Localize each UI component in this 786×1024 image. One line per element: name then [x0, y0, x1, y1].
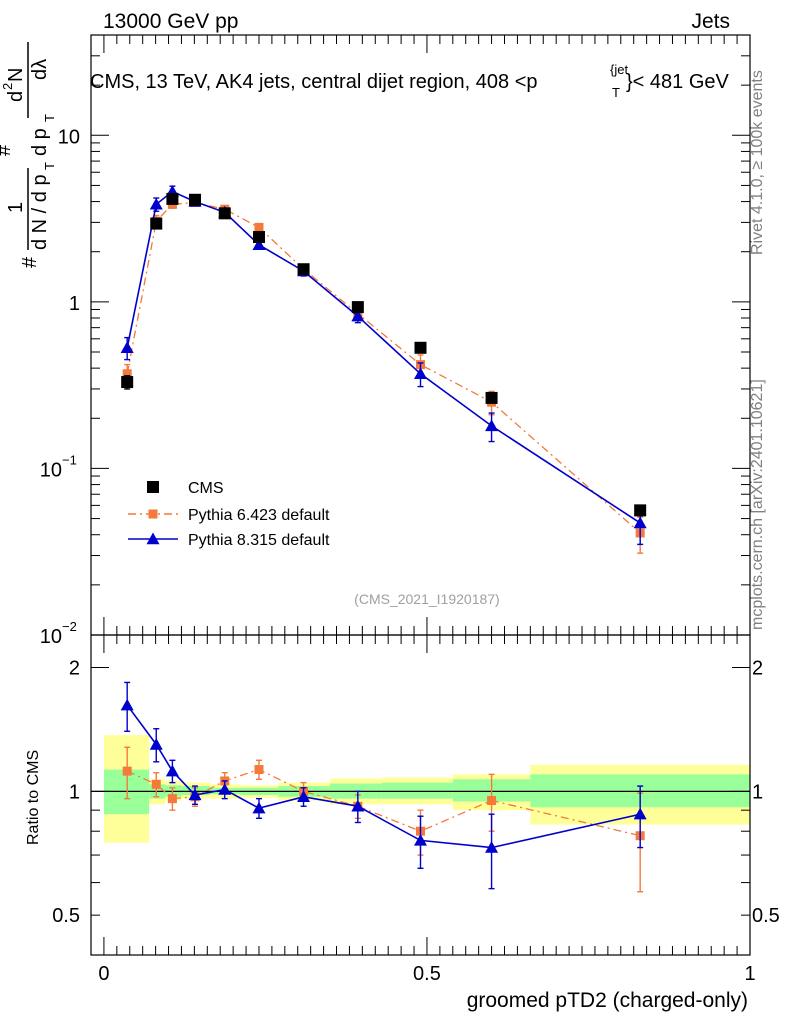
xlabel: groomed pTD2 (charged-only): [467, 989, 748, 1012]
main-ylabel: # 1 d N / d p T # d p T d 2 N dλ: [0, 42, 57, 268]
header-left: 13000 GeV pp: [103, 10, 238, 33]
ratio-point-py8: [149, 737, 163, 750]
ratio-ylabel: Ratio to CMS: [25, 750, 42, 845]
ylabel-dp: d p: [29, 128, 51, 156]
main-point-py8: [149, 197, 163, 210]
legend: CMS Pythia 6.423 default Pythia 8.315 defa…: [128, 480, 330, 549]
ratio-ytick-label-right: 1: [752, 781, 763, 803]
ratio-point-py8: [188, 788, 202, 801]
main-point-cms: [189, 193, 202, 206]
analysis-watermark: (CMS_2021_I1920187): [354, 591, 500, 607]
main-line-py8: [126, 190, 641, 524]
ratio-point-py6: [167, 794, 177, 804]
ytick-base: 10: [58, 126, 80, 148]
ylabel-t1: T: [42, 162, 57, 170]
xtick-label: 0: [98, 963, 109, 985]
main-point-cms: [121, 376, 134, 389]
ylabel-hash1: #: [19, 256, 41, 268]
main-point-py8: [120, 341, 134, 353]
ylabel-one: 1: [5, 202, 27, 213]
main-point-py6: [122, 369, 132, 379]
ratio-frame: [90, 634, 751, 956]
ratio-point-py6: [254, 765, 264, 775]
ratio-ytick-label: 0.5: [52, 905, 80, 927]
main-point-cms: [297, 263, 310, 276]
ytick-exp: −2: [62, 619, 77, 634]
rivet-label: Rivet 4.1.0, ≥ 100k events: [749, 70, 766, 255]
title-main: CMS, 13 TeV, AK4 jets, central dijet reg…: [90, 71, 538, 93]
ratio-point-py6: [487, 796, 497, 806]
legend-label-py8: Pythia 8.315 default: [188, 532, 330, 549]
ratio-band-green: [381, 782, 453, 799]
ylabel-two: 2: [0, 83, 15, 90]
xtick-label: 0.5: [413, 963, 441, 985]
main-ytick-label: 10: [58, 126, 80, 148]
chart-title: CMS, 13 TeV, AK4 jets, central dijet reg…: [90, 62, 730, 100]
ratio-ytick-label: 1: [69, 781, 80, 803]
ratio-point-py8: [218, 783, 232, 795]
main-ytick-label: 1: [69, 293, 80, 315]
xtick-label: 1: [744, 963, 755, 985]
ratio-series-py8: [120, 681, 647, 890]
ytick-base: 1: [69, 293, 80, 315]
ratio-point-py6: [151, 779, 161, 789]
legend-label-py6: Pythia 6.423 default: [188, 507, 330, 524]
main-point-py8: [633, 516, 647, 529]
ylabel-t2: T: [42, 114, 57, 122]
ytick-exp: −1: [62, 452, 77, 467]
main-point-cms: [351, 301, 364, 314]
main-point-cms: [166, 192, 179, 205]
main-ytick-label: 10 −1: [40, 452, 77, 481]
main-point-py6: [254, 222, 264, 232]
ylabel-dn: d N / d p: [29, 174, 51, 250]
main-point-py8: [485, 419, 499, 432]
main-point-cms: [414, 341, 427, 354]
ratio-point-py8: [633, 807, 647, 820]
title-tail: }< 481 GeV: [626, 71, 730, 93]
main-point-cms: [150, 217, 163, 230]
ratio-ytick-label: 2: [69, 658, 80, 680]
ylabel-dl: dλ: [29, 59, 51, 80]
ratio-point-py6: [122, 766, 132, 776]
ratio-ytick-label-right: 2: [752, 658, 763, 680]
main-point-cms: [252, 231, 265, 244]
main-point-py8: [414, 367, 427, 379]
ytick-base: 10: [40, 626, 62, 648]
ratio-point-py8: [485, 841, 499, 853]
ylabel-hash2: #: [0, 144, 15, 156]
legend-label-cms: CMS: [188, 480, 224, 497]
ratio-point-py8: [351, 799, 365, 812]
main-ytick-label: 10 −2: [40, 619, 77, 648]
main-point-py8: [252, 238, 266, 251]
ratio-point-py8: [120, 698, 134, 711]
ratio-point-py8: [414, 833, 427, 846]
ytick-base: 10: [40, 459, 62, 481]
ratio-point-py8: [297, 790, 311, 802]
ratio-point-py8: [165, 764, 179, 777]
main-point-cms: [218, 207, 231, 220]
ratio-ytick-label-right: 0.5: [752, 905, 780, 927]
ratio-point-py8: [252, 801, 266, 814]
title-sub: T: [612, 85, 620, 100]
header-right: Jets: [691, 10, 730, 33]
main-series-py6: [122, 197, 645, 554]
ratio-panel: 0 0.5 1 0.5 0.5 1 1 2 2: [52, 634, 780, 985]
legend-marker-py6: [148, 509, 158, 519]
ylabel-n: N: [5, 68, 27, 82]
ylabel-d2n-d: d: [5, 91, 27, 102]
title-sup: {jet: [610, 62, 628, 77]
main-point-cms: [634, 504, 647, 517]
legend-marker-py8: [146, 532, 160, 545]
mcplots-label: mcplots.cern.ch [arXiv:2401.10621]: [749, 379, 766, 630]
main-point-cms: [485, 391, 498, 404]
legend-marker-cms: [147, 481, 159, 493]
main-panel: 10 −210 −1110(CMS_2021_I1920187)CMSPythia …: [40, 34, 751, 648]
main-point-py8: [351, 309, 365, 322]
main-series-cms: [121, 192, 647, 517]
